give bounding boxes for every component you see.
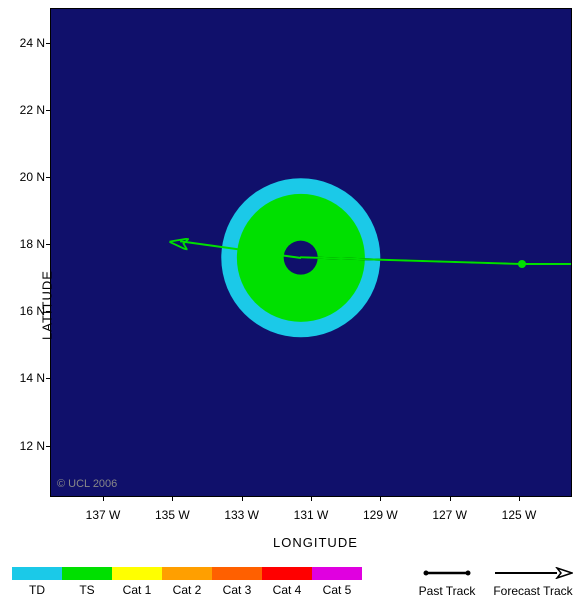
y-tick-label: 20 N [20, 170, 45, 184]
legend-track-label: Forecast Track [488, 584, 578, 598]
track-dot [518, 260, 526, 268]
legend-track-label: Past Track [402, 584, 492, 598]
x-axis-title: LONGITUDE [273, 535, 358, 550]
track-segment [522, 263, 571, 265]
x-tick-label: 125 W [502, 508, 537, 522]
legend-swatch [312, 567, 362, 580]
legend-colorbar [12, 567, 362, 580]
forecast-arrow-icon [169, 231, 190, 251]
legend-swatch [112, 567, 162, 580]
legend-swatch [212, 567, 262, 580]
legend-track-item: Forecast Track [488, 567, 578, 598]
y-tick-label: 22 N [20, 103, 45, 117]
legend-label: Cat 5 [312, 583, 362, 597]
y-tick-label: 24 N [20, 36, 45, 50]
x-tick-label: 129 W [363, 508, 398, 522]
legend-label: Cat 4 [262, 583, 312, 597]
legend-label: Cat 2 [162, 583, 212, 597]
x-tick-label: 137 W [86, 508, 121, 522]
x-tick-label: 133 W [224, 508, 259, 522]
x-tick-label: 135 W [155, 508, 190, 522]
y-axis-title: LATITUDE [39, 270, 54, 340]
y-tick-label: 18 N [20, 237, 45, 251]
legend-label: TD [12, 583, 62, 597]
legend-label: TS [62, 583, 112, 597]
y-tick-label: 14 N [20, 371, 45, 385]
legend-swatch [12, 567, 62, 580]
legend-track-item: Past Track [402, 567, 492, 598]
legend-labels: TDTSCat 1Cat 2Cat 3Cat 4Cat 5 [12, 583, 362, 597]
x-tick-label: 127 W [432, 508, 467, 522]
legend-label: Cat 1 [112, 583, 162, 597]
copyright-text: © UCL 2006 [57, 478, 117, 490]
map-plot: © UCL 2006 12 N14 N16 N18 N20 N22 N24 N1… [50, 8, 572, 497]
legend-label: Cat 3 [212, 583, 262, 597]
legend-swatch [162, 567, 212, 580]
y-tick-label: 12 N [20, 439, 45, 453]
legend-swatch [262, 567, 312, 580]
legend-swatch [62, 567, 112, 580]
x-tick-label: 131 W [294, 508, 329, 522]
